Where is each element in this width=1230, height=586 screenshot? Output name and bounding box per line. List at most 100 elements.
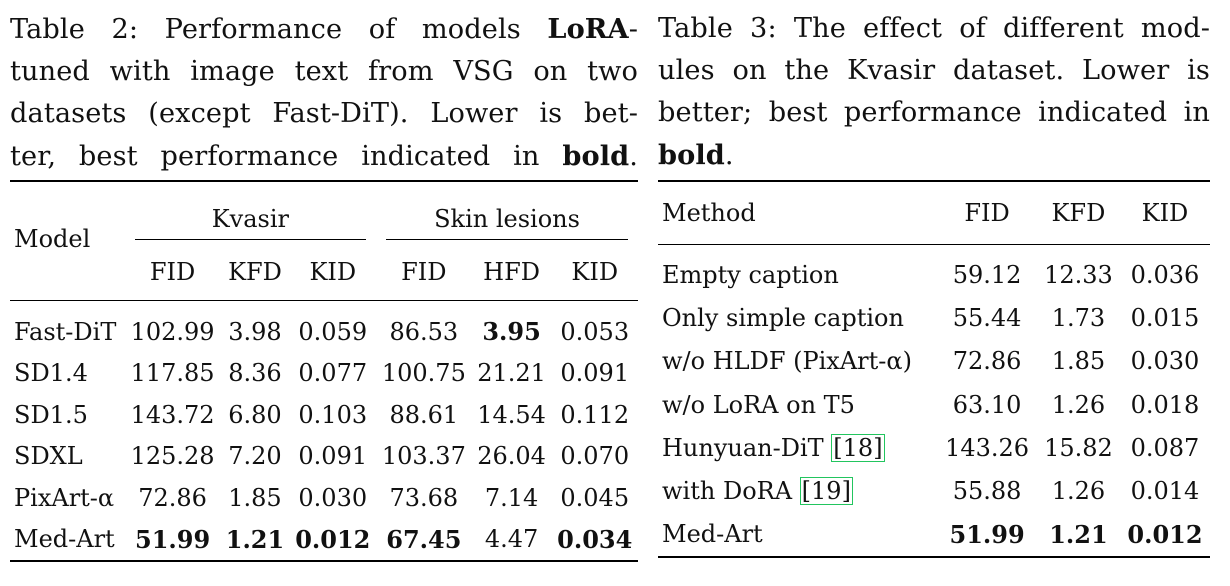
table-cell: 0.030 <box>1130 347 1200 376</box>
caption-line: bold. <box>658 134 1210 177</box>
table-cell: 14.54 <box>477 400 546 429</box>
table-cell: 15.82 <box>1044 433 1113 462</box>
table-row: Hunyuan-DiT [18] 143.26 15.82 0.087 <box>658 426 1210 469</box>
table-cell-best: 51.99 <box>949 519 1025 549</box>
table-subheader-row: FID KFD KID FID HFD KID <box>10 244 638 301</box>
column-header: HFD <box>483 258 540 286</box>
table-cell: 7.20 <box>228 442 282 471</box>
table-cell: 3.98 <box>228 317 282 346</box>
caption-text: - <box>628 14 638 45</box>
table-row: Empty caption 59.12 12.33 0.036 <box>658 245 1210 297</box>
column-header: KFD <box>1051 199 1106 227</box>
table-row: SDXL 125.28 7.20 0.091 103.37 26.04 0.07… <box>10 436 638 478</box>
column-group-skin-lesions: Skin lesions <box>376 181 638 244</box>
table-header-row: Method FID KFD KID <box>658 181 1210 245</box>
table-row: SD1.4 117.85 8.36 0.077 100.75 21.21 0.0… <box>10 353 638 395</box>
group-label: Skin lesions <box>386 205 628 240</box>
table-cell: 72.86 <box>138 483 207 512</box>
caption-text: ter, best performance indicated in <box>10 141 563 172</box>
caption-text: . <box>629 141 638 172</box>
caption-text: . <box>724 140 734 171</box>
column-header-model: Model <box>14 225 91 253</box>
citation-link[interactable]: [19] <box>799 477 853 506</box>
caption-bold-text: bold <box>658 139 725 171</box>
table-cell: 55.44 <box>952 303 1022 332</box>
model-name: Fast-DiT <box>14 317 117 346</box>
caption-bold-text: bold <box>562 140 630 172</box>
table-cell: 12.33 <box>1044 260 1113 289</box>
table-cell: 1.26 <box>1051 477 1106 506</box>
table-row: Fast-DiT 102.99 3.98 0.059 86.53 3.95 0.… <box>10 301 638 353</box>
model-name: Med-Art <box>14 525 115 554</box>
table-cell: 21.21 <box>477 359 546 388</box>
method-name: Empty caption <box>662 260 839 289</box>
method-name: w/o LoRA on T5 <box>662 390 855 419</box>
table-cell: 0.015 <box>1130 303 1200 332</box>
table-cell: 0.112 <box>560 400 630 429</box>
table-cell: 0.036 <box>1130 260 1200 289</box>
method-text: Hunyuan-DiT <box>662 433 832 462</box>
column-header: KID <box>1141 199 1189 227</box>
table-cell: 88.61 <box>389 400 459 429</box>
model-name: SD1.5 <box>14 400 88 429</box>
table-cell-best: 3.95 <box>482 317 541 347</box>
table-cell: 8.36 <box>228 359 282 388</box>
table-cell-best: 51.99 <box>135 524 211 554</box>
table-cell: 72.86 <box>952 347 1022 376</box>
table-cell: 55.88 <box>952 477 1022 506</box>
table-row: w/o HLDF (PixArt-α) 72.86 1.85 0.030 <box>658 340 1210 383</box>
table-row: w/o LoRA on T5 63.10 1.26 0.018 <box>658 383 1210 426</box>
table-2-panel: Table 2: Performance of models LoRA- tun… <box>10 0 638 562</box>
table-2: Model Kvasir Skin lesions FID KFD KID FI… <box>10 180 638 562</box>
table-cell: 63.10 <box>952 390 1022 419</box>
table-cell: 143.26 <box>945 433 1030 462</box>
table-cell: 86.53 <box>389 317 459 346</box>
table-cell: 0.018 <box>1130 390 1200 419</box>
table-cell: 143.72 <box>130 400 215 429</box>
table-cell: 103.37 <box>381 442 466 471</box>
method-name: Hunyuan-DiT [18] <box>658 426 937 469</box>
table-cell: 0.045 <box>560 483 630 512</box>
table-cell: 100.75 <box>381 359 466 388</box>
caption-line: ter, best performance indicated in bold. <box>10 135 638 178</box>
table-cell: 1.85 <box>228 483 282 512</box>
table-cell: 0.070 <box>560 442 630 471</box>
table-cell-best: 67.45 <box>386 524 462 554</box>
table-cell: 0.030 <box>298 483 368 512</box>
column-header: KID <box>571 258 619 286</box>
method-text: with DoRA <box>662 477 800 506</box>
table-row: SD1.5 143.72 6.80 0.103 88.61 14.54 0.11… <box>10 394 638 436</box>
table-cell-best: 0.012 <box>295 524 371 554</box>
table-3-panel: Table 3: The effect of different mod- ul… <box>658 0 1210 559</box>
table-cell: 6.80 <box>228 400 282 429</box>
table-cell-best: 1.21 <box>1049 519 1108 549</box>
table-cell: 0.091 <box>560 359 630 388</box>
table-cell: 26.04 <box>477 442 546 471</box>
table-cell: 59.12 <box>952 260 1022 289</box>
method-name: with DoRA [19] <box>658 469 937 512</box>
table-cell: 1.26 <box>1051 390 1106 419</box>
table-cell: 0.087 <box>1130 433 1200 462</box>
table-cell: 1.85 <box>1051 347 1106 376</box>
caption-line: Table 2: Performance of models LoRA- <box>10 8 638 51</box>
table-row: Only simple caption 55.44 1.73 0.015 <box>658 296 1210 339</box>
table-cell-best: 0.012 <box>1127 519 1203 549</box>
table-header-row: Model Kvasir Skin lesions <box>10 181 638 253</box>
table-cell: 0.014 <box>1130 477 1200 506</box>
table-3-caption: Table 3: The effect of different mod- ul… <box>658 0 1210 177</box>
method-name: Med-Art <box>662 520 763 549</box>
citation-link[interactable]: [18] <box>831 433 885 462</box>
table-cell: 1.73 <box>1051 303 1106 332</box>
method-name: Only simple caption <box>662 303 904 332</box>
table-cell: 0.077 <box>298 359 368 388</box>
table-cell: 0.103 <box>298 400 368 429</box>
table-cell: 117.85 <box>130 359 215 388</box>
table-3: Method FID KFD KID Empty caption 59.12 1… <box>658 180 1210 559</box>
table-cell: 0.091 <box>298 442 368 471</box>
table-2-caption: Table 2: Performance of models LoRA- tun… <box>10 0 638 178</box>
table-row: Med-Art 51.99 1.21 0.012 <box>658 513 1210 557</box>
table-row: Med-Art 51.99 1.21 0.012 67.45 4.47 0.03… <box>10 519 638 562</box>
column-header-method: Method <box>662 199 756 227</box>
table-cell: 7.14 <box>484 483 539 512</box>
caption-line: better; best performance indicated in <box>658 97 1210 128</box>
